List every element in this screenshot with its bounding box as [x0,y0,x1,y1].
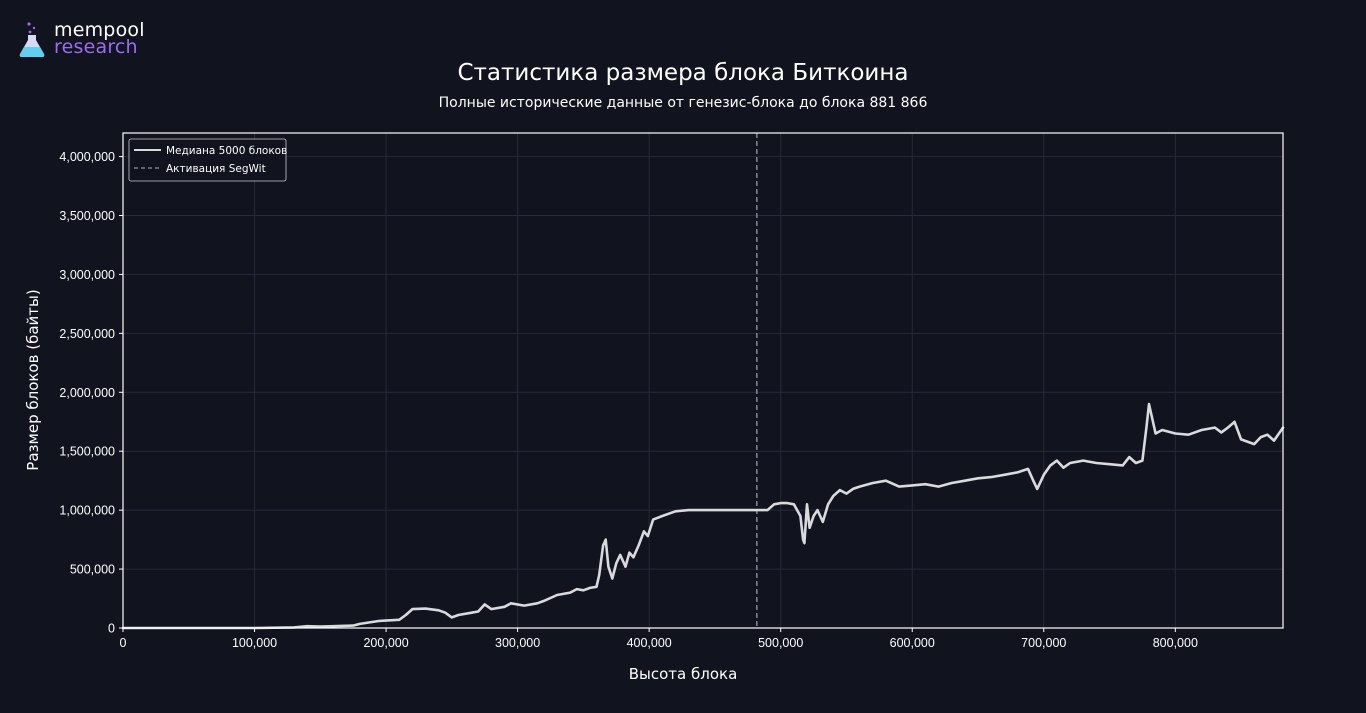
x-tick-label: 300,000 [495,636,540,650]
y-tick-label: 500,000 [70,563,115,577]
x-axis-ticks: 0 100,000 200,000 300,000 400,000 500,000 600,… [120,628,1198,650]
y-tick-label: 3,000,000 [59,268,115,282]
series-median-line [121,402,1285,630]
chart-subtitle: Полные исторические данные от генезис-бл… [438,95,928,111]
y-tick-label: 0 [108,622,115,636]
x-tick-label: 700,000 [1021,636,1066,650]
chart-title: Статистика размера блока Биткоина [457,60,909,86]
x-tick-label: 800,000 [1153,636,1198,650]
legend-segwit-label: Активация SegWit [166,163,266,175]
grid-lines [122,133,1283,629]
series-layer [121,402,1285,630]
x-tick-label: 600,000 [890,636,935,650]
y-tick-label: 4,000,000 [59,150,115,164]
legend-box [128,138,287,182]
plot-frame [122,132,1284,629]
brand-line2: research [54,36,138,58]
brand-logo: mempool research [18,20,145,58]
y-tick-label: 1,500,000 [59,445,115,459]
y-tick-label: 1,000,000 [59,504,115,518]
legend: Медиана 5000 блоков Активация SegWit [128,138,287,182]
x-tick-label: 0 [120,636,127,650]
x-axis-label: Высота блока [629,665,738,683]
legend-series-label: Медиана 5000 блоков [166,145,287,157]
brand-line1: mempool [54,19,145,41]
x-tick-label: 200,000 [363,636,408,650]
y-tick-label: 2,000,000 [59,386,115,400]
x-tick-label: 400,000 [627,636,672,650]
y-tick-label: 3,500,000 [59,209,115,223]
y-tick-label: 2,500,000 [59,327,115,341]
x-tick-label: 100,000 [232,636,277,650]
x-tick-label: 500,000 [758,636,803,650]
flask-icon [19,22,45,57]
y-axis-label: Размер блоков (байты) [24,289,42,470]
y-axis-ticks: 0 500,000 1,000,000 1,500,000 2,000,000 2,500… [59,150,123,636]
